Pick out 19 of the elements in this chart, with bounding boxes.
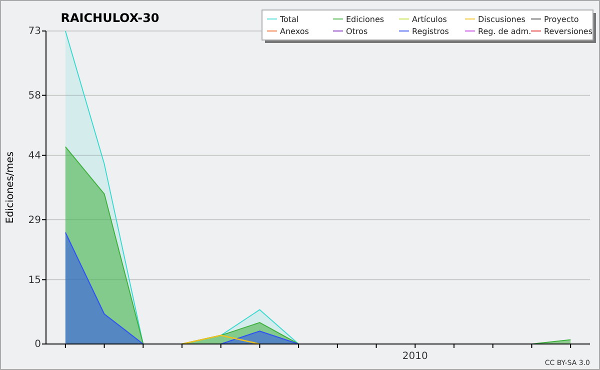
legend-label: Ediciones bbox=[346, 14, 384, 24]
legend-label: Proyecto bbox=[544, 14, 579, 24]
legend-label: Otros bbox=[346, 26, 368, 36]
y-tick-label: 73 bbox=[28, 26, 41, 38]
y-axis-title: Ediciones/mes bbox=[5, 151, 16, 224]
y-tick-label: 0 bbox=[34, 339, 41, 350]
x-tick-label: 2010 bbox=[402, 351, 428, 362]
y-tick-label: 15 bbox=[28, 274, 41, 286]
legend-label: Anexos bbox=[280, 26, 309, 36]
y-tick-label: 58 bbox=[28, 90, 41, 102]
legend-label: Reversiones bbox=[544, 26, 593, 36]
legend-label: Total bbox=[279, 14, 299, 24]
legend-label: Reg. de adm. bbox=[478, 26, 532, 36]
y-tick-label: 44 bbox=[28, 150, 41, 162]
chart-title: RAICHULOX-30 bbox=[60, 11, 160, 25]
legend-label: Registros bbox=[412, 26, 449, 36]
legend-label: Discusiones bbox=[478, 14, 526, 24]
legend-label: Artículos bbox=[412, 14, 447, 24]
y-tick-label: 29 bbox=[28, 214, 41, 226]
